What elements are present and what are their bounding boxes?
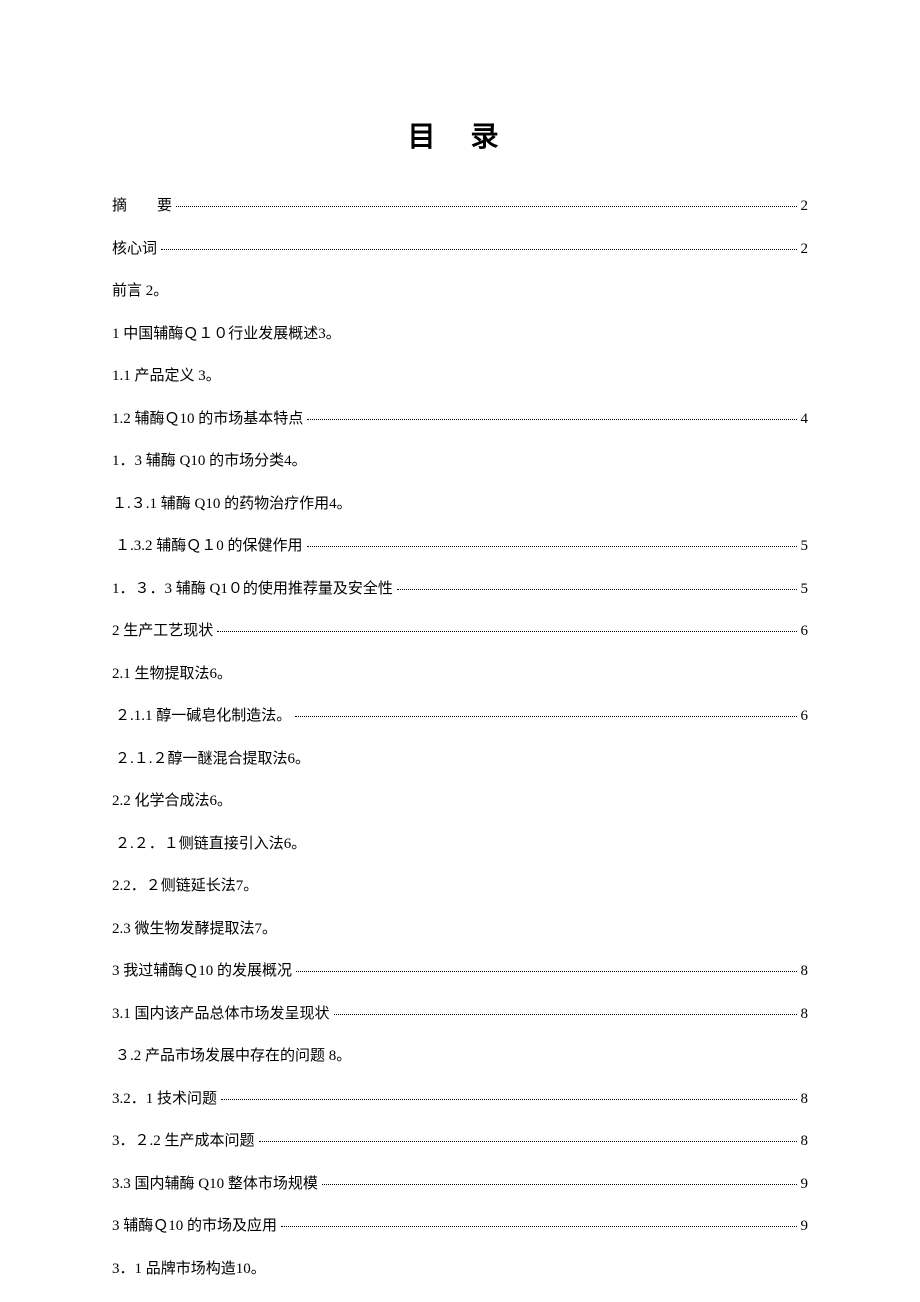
toc-entry-page: 4 bbox=[801, 408, 809, 431]
toc-entry: 2.1 生物提取法6。 bbox=[112, 663, 808, 686]
toc-entry: 3 我过辅酶Ｑ10 的发展概况 8 bbox=[112, 960, 808, 983]
toc-entry: 2.2．２侧链延长法7。 bbox=[112, 875, 808, 898]
toc-entry-label: 摘 要 bbox=[112, 195, 172, 218]
toc-entry-page: 8 bbox=[801, 1088, 809, 1111]
toc-entry: 3.3 国内辅酶 Q10 整体市场规模 9 bbox=[112, 1173, 808, 1196]
toc-entry: ３.2 产品市场发展中存在的问题 8。 bbox=[112, 1045, 808, 1068]
toc-entry: ２.２．１侧链直接引入法6。 bbox=[112, 833, 808, 856]
toc-dots bbox=[295, 716, 796, 717]
toc-dots bbox=[296, 971, 796, 972]
toc-container: 摘 要 2 核心词 2 前言 2。 1 中国辅酶Ｑ１０行业发展概述3。 1.1 产品定义 … bbox=[112, 195, 808, 1280]
toc-entry: 核心词 2 bbox=[112, 238, 808, 261]
toc-entry: 2.3 微生物发酵提取法7。 bbox=[112, 918, 808, 941]
toc-entry: ２.1.1 醇一碱皂化制造法。 6 bbox=[112, 705, 808, 728]
toc-entry-page: 8 bbox=[801, 960, 809, 983]
toc-entry: 1．３．3 辅酶 Q1０的使用推荐量及安全性 5 bbox=[112, 578, 808, 601]
toc-entry-page: 5 bbox=[801, 535, 809, 558]
toc-entry-label: 3．２.2 生产成本问题 bbox=[112, 1130, 255, 1153]
toc-entry-label: 3.3 国内辅酶 Q10 整体市场规模 bbox=[112, 1173, 318, 1196]
toc-dots bbox=[307, 419, 796, 420]
toc-entry-page: 9 bbox=[801, 1215, 809, 1238]
toc-entry: 3 辅酶Ｑ10 的市场及应用 9 bbox=[112, 1215, 808, 1238]
toc-dots bbox=[334, 1014, 797, 1015]
toc-entry-label: 3 我过辅酶Ｑ10 的发展概况 bbox=[112, 960, 292, 983]
toc-entry-label: ２.1.1 醇一碱皂化制造法。 bbox=[115, 705, 291, 728]
toc-entry: 2 生产工艺现状 6 bbox=[112, 620, 808, 643]
toc-entry-label: 3.2．1 技术问题 bbox=[112, 1088, 217, 1111]
toc-entry-page: 6 bbox=[801, 705, 809, 728]
toc-dots bbox=[322, 1184, 797, 1185]
toc-entry: 3．1 品牌市场构造10。 bbox=[112, 1258, 808, 1281]
toc-dots bbox=[307, 546, 797, 547]
toc-entry-label: １.3.2 辅酶Ｑ１0 的保健作用 bbox=[115, 535, 303, 558]
toc-title: 目 录 bbox=[112, 115, 808, 155]
toc-entry-page: 2 bbox=[801, 195, 809, 218]
toc-dots bbox=[176, 206, 796, 207]
toc-entry: １.3.2 辅酶Ｑ１0 的保健作用 5 bbox=[112, 535, 808, 558]
toc-entry-label: 1．３．3 辅酶 Q1０的使用推荐量及安全性 bbox=[112, 578, 393, 601]
toc-dots bbox=[221, 1099, 796, 1100]
toc-entry: 前言 2。 bbox=[112, 280, 808, 303]
toc-entry-label: 核心词 bbox=[112, 238, 157, 261]
toc-entry: 1 中国辅酶Ｑ１０行业发展概述3。 bbox=[112, 323, 808, 346]
toc-entry-label: 2 生产工艺现状 bbox=[112, 620, 213, 643]
toc-entry: １.３.1 辅酶 Q10 的药物治疗作用4。 bbox=[112, 493, 808, 516]
toc-entry-page: 8 bbox=[801, 1003, 809, 1026]
toc-dots bbox=[217, 631, 796, 632]
toc-entry: 1．3 辅酶 Q10 的市场分类4。 bbox=[112, 450, 808, 473]
toc-entry: 3.2．1 技术问题 8 bbox=[112, 1088, 808, 1111]
toc-entry: 2.2 化学合成法6。 bbox=[112, 790, 808, 813]
toc-entry-page: 8 bbox=[801, 1130, 809, 1153]
toc-entry-label: 3.1 国内该产品总体市场发呈现状 bbox=[112, 1003, 330, 1026]
toc-entry: 3.1 国内该产品总体市场发呈现状 8 bbox=[112, 1003, 808, 1026]
toc-entry-page: 2 bbox=[801, 238, 809, 261]
toc-entry: 1.2 辅酶Ｑ10 的市场基本特点 4 bbox=[112, 408, 808, 431]
toc-entry-page: 6 bbox=[801, 620, 809, 643]
toc-dots bbox=[281, 1226, 796, 1227]
toc-entry: 摘 要 2 bbox=[112, 195, 808, 218]
toc-dots bbox=[397, 589, 797, 590]
toc-entry-page: 5 bbox=[801, 578, 809, 601]
toc-entry-page: 9 bbox=[801, 1173, 809, 1196]
toc-dots bbox=[259, 1141, 797, 1142]
toc-dots bbox=[161, 249, 796, 250]
toc-entry: 3．２.2 生产成本问题 8 bbox=[112, 1130, 808, 1153]
toc-entry: 1.1 产品定义 3。 bbox=[112, 365, 808, 388]
toc-entry-label: 1.2 辅酶Ｑ10 的市场基本特点 bbox=[112, 408, 303, 431]
toc-entry: ２.１.２醇一醚混合提取法6。 bbox=[112, 748, 808, 771]
toc-entry-label: 3 辅酶Ｑ10 的市场及应用 bbox=[112, 1215, 277, 1238]
